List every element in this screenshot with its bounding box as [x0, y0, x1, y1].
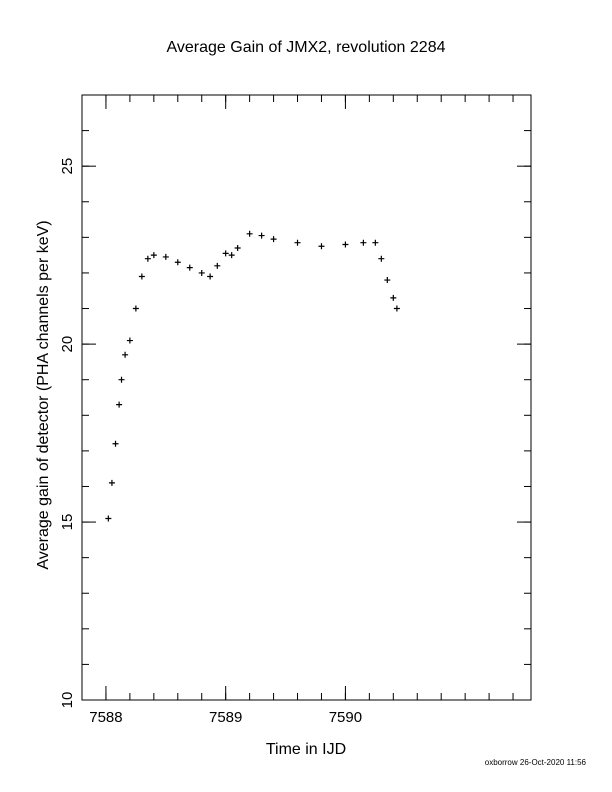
data-point: [132, 305, 139, 312]
data-point: [246, 230, 253, 237]
footer-credit: oxborrow 26-Oct-2020 11:56: [484, 758, 586, 767]
y-axis-label: Average gain of detector (PHA channels p…: [35, 220, 52, 569]
data-point: [122, 351, 129, 358]
data-point: [162, 253, 169, 260]
data-point: [228, 252, 235, 259]
data-point: [108, 479, 115, 486]
y-tick-label: 15: [59, 514, 76, 531]
data-point: [393, 305, 400, 312]
data-point: [222, 250, 229, 257]
data-point: [112, 440, 119, 447]
data-point: [105, 515, 112, 522]
data-point: [270, 236, 277, 243]
data-point: [378, 255, 385, 262]
data-point: [207, 273, 214, 280]
data-point: [198, 269, 205, 276]
x-tick-label: 7589: [209, 709, 242, 726]
data-point: [318, 243, 325, 250]
x-tick-label: 7588: [89, 709, 122, 726]
chart-title: Average Gain of JMX2, revolution 2284: [167, 39, 446, 56]
data-point: [384, 277, 391, 284]
x-axis-label: Time in IJD: [266, 741, 346, 758]
data-point: [150, 252, 157, 259]
data-point: [234, 245, 241, 252]
data-point: [390, 294, 397, 301]
data-point: [372, 239, 379, 246]
y-tick-label: 25: [59, 158, 76, 175]
data-point: [144, 255, 151, 262]
plot-frame: [81, 94, 532, 701]
data-point: [214, 262, 221, 269]
data-point: [118, 376, 125, 383]
data-point: [116, 401, 123, 408]
data-points: [105, 230, 400, 522]
data-point: [342, 241, 349, 248]
data-point: [258, 232, 265, 239]
data-point: [294, 239, 301, 246]
data-point: [174, 259, 181, 266]
data-point: [138, 273, 145, 280]
data-point: [126, 337, 133, 344]
data-point: [186, 264, 193, 271]
axis-ticks: [81, 94, 531, 701]
axis-tick-labels: 7588 7589 7590 10 15 20 25: [59, 158, 362, 726]
y-tick-label: 10: [59, 692, 76, 709]
y-tick-label: 20: [59, 336, 76, 353]
x-tick-label: 7590: [329, 709, 362, 726]
data-point: [360, 239, 367, 246]
